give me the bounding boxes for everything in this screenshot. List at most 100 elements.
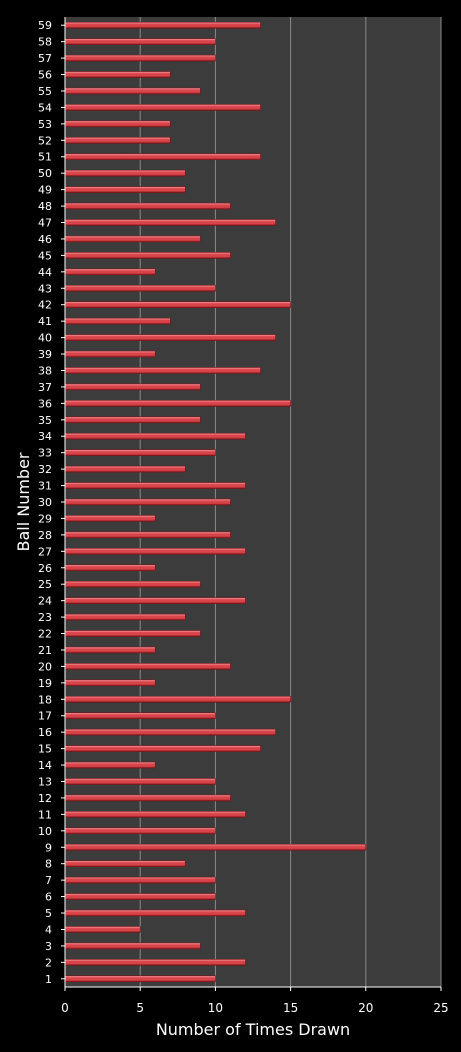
y-tick-label: 53 (38, 118, 52, 131)
y-tick-label: 44 (38, 266, 52, 279)
y-tick-label: 30 (38, 496, 52, 509)
y-tick-label: 10 (38, 825, 52, 838)
y-tick-label: 1 (45, 973, 52, 986)
y-tick-label: 21 (38, 644, 52, 657)
y-tick-label: 24 (38, 595, 52, 608)
bar-ball-48 (64, 202, 231, 210)
bar-ball-34 (64, 432, 246, 440)
bar-ball-55 (64, 87, 201, 95)
bar-ball-44 (64, 268, 156, 276)
x-tick-label: 15 (283, 1001, 298, 1015)
y-tick-label: 36 (38, 397, 52, 410)
bar-ball-3 (64, 942, 201, 950)
bar-ball-22 (64, 630, 201, 637)
x-tick-label: 20 (358, 1001, 373, 1015)
bar-ball-52 (64, 137, 171, 144)
y-tick-label: 42 (38, 299, 52, 312)
y-tick-label: 43 (38, 282, 52, 295)
bar-ball-51 (64, 153, 261, 161)
bars (64, 21, 367, 983)
y-tick-label: 25 (38, 578, 52, 591)
y-tick-label: 28 (38, 529, 52, 542)
y-tick-label: 49 (38, 184, 52, 197)
y-tick-label: 9 (45, 841, 52, 854)
bar-ball-10 (64, 827, 216, 835)
y-tick-label: 52 (38, 134, 52, 147)
bar-ball-25 (64, 580, 201, 588)
y-tick-label: 50 (38, 167, 52, 180)
bar-ball-2 (64, 959, 246, 966)
bar-ball-53 (64, 120, 171, 128)
y-tick-label: 35 (38, 414, 52, 427)
y-tick-label: 13 (38, 775, 52, 788)
bar-ball-54 (64, 104, 261, 111)
y-tick-label: 14 (38, 759, 52, 772)
bar-ball-41 (64, 317, 171, 325)
x-tick-label: 25 (433, 1001, 448, 1015)
bar-ball-37 (64, 383, 201, 391)
bar-ball-20 (64, 663, 231, 670)
bar-ball-56 (64, 71, 171, 78)
y-tick-label: 41 (38, 315, 52, 328)
bar-ball-30 (64, 498, 231, 506)
bar-ball-58 (64, 38, 216, 45)
bar-ball-9 (64, 843, 367, 851)
y-tick-label: 48 (38, 200, 52, 213)
bar-ball-7 (64, 876, 216, 884)
y-tick-label: 27 (38, 545, 52, 558)
bar-ball-19 (64, 679, 156, 687)
y-tick-label: 17 (38, 710, 52, 723)
y-tick-label: 29 (38, 512, 52, 525)
x-tick-label: 0 (61, 1001, 69, 1015)
bar-ball-50 (64, 169, 186, 177)
x-tick-label: 5 (136, 1001, 144, 1015)
y-tick-label: 45 (38, 249, 52, 262)
y-tick-label: 23 (38, 611, 52, 624)
bar-ball-17 (64, 712, 216, 720)
bar-ball-29 (64, 515, 156, 522)
y-tick-label: 19 (38, 677, 52, 690)
bar-ball-59 (64, 21, 261, 29)
bar-ball-39 (64, 350, 156, 358)
y-tick-label: 59 (38, 19, 52, 32)
bar-ball-32 (64, 465, 186, 473)
y-tick-label: 2 (45, 956, 52, 969)
y-tick-label: 26 (38, 562, 52, 575)
x-axis-label: Number of Times Drawn (156, 1020, 350, 1039)
bar-ball-6 (64, 893, 216, 900)
y-tick-label: 8 (45, 858, 52, 871)
y-tick-label: 51 (38, 151, 52, 164)
y-tick-label: 33 (38, 447, 52, 460)
bar-ball-49 (64, 186, 186, 193)
bar-ball-35 (64, 416, 201, 424)
y-tick-label: 58 (38, 36, 52, 49)
bar-ball-12 (64, 794, 231, 802)
bar-ball-42 (64, 301, 291, 309)
bar-ball-46 (64, 235, 201, 243)
y-tick-label: 38 (38, 364, 52, 377)
y-tick-label: 37 (38, 381, 52, 394)
bar-ball-38 (64, 367, 261, 374)
bar-ball-31 (64, 482, 246, 489)
bar-ball-13 (64, 778, 216, 785)
y-tick-label: 34 (38, 430, 52, 443)
y-tick-label: 55 (38, 85, 52, 98)
y-tick-label: 32 (38, 463, 52, 476)
bar-ball-18 (64, 695, 291, 703)
y-tick-label: 22 (38, 628, 52, 641)
y-tick-label: 18 (38, 693, 52, 706)
bar-ball-4 (64, 926, 141, 933)
y-tick-label: 15 (38, 743, 52, 756)
y-tick-label: 39 (38, 348, 52, 361)
bar-ball-36 (64, 400, 291, 407)
bar-ball-26 (64, 564, 156, 572)
bar-ball-23 (64, 613, 186, 621)
y-axis-label: Ball Number (14, 452, 33, 551)
bar-ball-21 (64, 646, 156, 654)
bar-ball-1 (64, 975, 216, 983)
y-tick-label: 57 (38, 52, 52, 65)
y-tick-label: 7 (45, 874, 52, 887)
bar-ball-57 (64, 54, 216, 62)
bar-ball-33 (64, 449, 216, 456)
